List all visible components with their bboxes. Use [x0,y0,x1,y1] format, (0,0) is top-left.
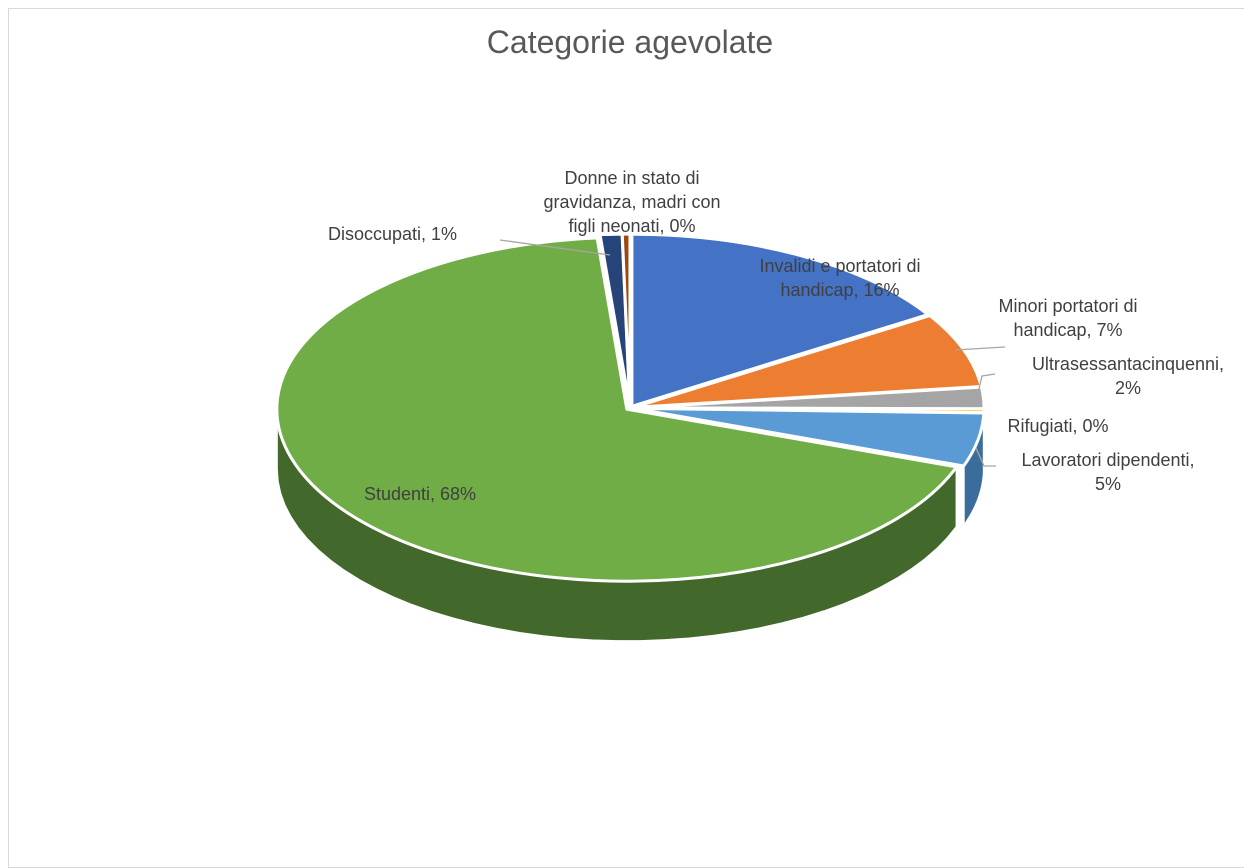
data-label-rifugiati: Rifugiati, 0% [1007,416,1108,436]
data-label-donne-in-stato-di-gravidanza-madri-con-figli-neonati: Donne in stato di gravidanza, madri con fi… [543,168,720,236]
data-label-minori-portatori-di-handicap: Minori portatori di handicap, 7% [998,296,1137,340]
data-label-line: Invalidi e portatori di [759,256,920,276]
data-label-line: 2% [1115,378,1141,398]
data-label-ultrasessantacinquenni: Ultrasessantacinquenni, 2% [1032,354,1224,398]
data-label-line: Studenti, 68% [364,484,476,504]
data-label-lavoratori-dipendenti: Lavoratori dipendenti, 5% [1021,450,1194,494]
data-label-line: handicap, 16% [780,280,899,300]
data-label-line: 5% [1095,474,1121,494]
data-label-line: gravidanza, madri con [543,192,720,212]
data-label-disoccupati: Disoccupati, 1% [328,224,457,244]
data-label-line: Ultrasessantacinquenni, [1032,354,1224,374]
data-label-line: handicap, 7% [1013,320,1122,340]
data-label-line: figli neonati, 0% [568,216,695,236]
data-label-studenti: Studenti, 68% [364,484,476,504]
data-label-line: Lavoratori dipendenti, [1021,450,1194,470]
data-label-line: Rifugiati, 0% [1007,416,1108,436]
data-label-line: Donne in stato di [564,168,699,188]
data-label-line: Disoccupati, 1% [328,224,457,244]
data-label-line: Minori portatori di [998,296,1137,316]
